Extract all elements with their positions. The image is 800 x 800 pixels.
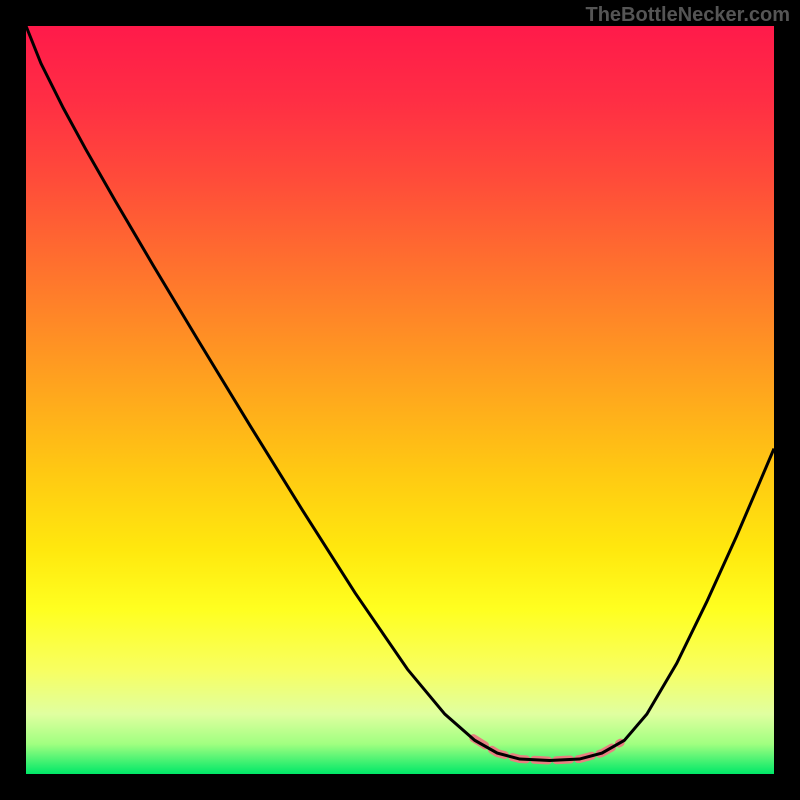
curve-layer <box>26 26 774 774</box>
highlight-segment <box>473 738 620 760</box>
plot-area <box>26 26 774 774</box>
watermark-text: TheBottleNecker.com <box>585 4 790 27</box>
bottleneck-curve <box>26 26 774 761</box>
